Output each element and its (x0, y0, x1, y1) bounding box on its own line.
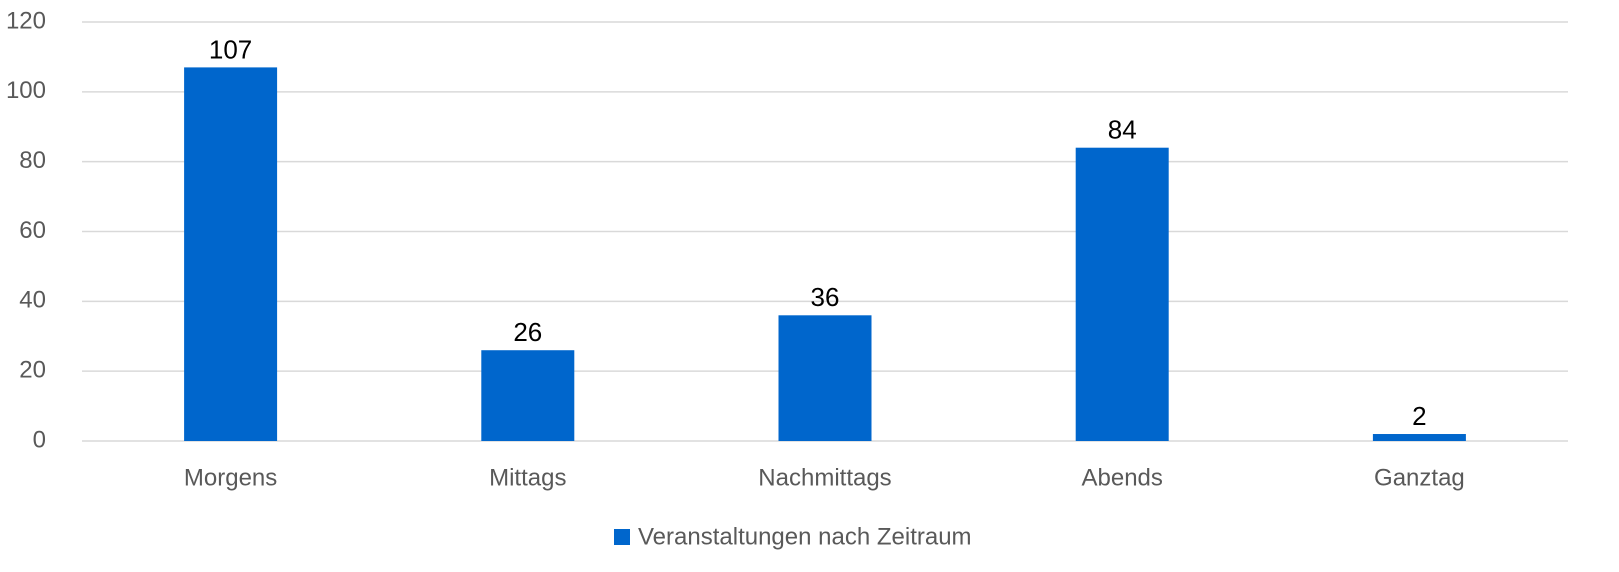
bar (778, 315, 872, 441)
y-tick-label: 40 (19, 287, 46, 314)
bar (481, 350, 575, 441)
data-label: 2 (1412, 401, 1426, 431)
bar (1372, 434, 1466, 441)
data-label: 36 (811, 282, 840, 312)
legend-swatch (614, 529, 630, 545)
bar (184, 67, 278, 442)
y-tick-label: 100 (6, 77, 46, 104)
y-tick-label: 80 (19, 147, 46, 174)
x-tick-label: Nachmittags (758, 464, 891, 491)
data-label: 26 (513, 317, 542, 347)
x-tick-label: Morgens (184, 464, 277, 491)
x-tick-label: Abends (1081, 464, 1162, 491)
y-tick-label: 60 (19, 217, 46, 244)
data-label: 107 (209, 34, 252, 64)
x-tick-label: Ganztag (1374, 464, 1465, 491)
data-label: 84 (1108, 115, 1137, 145)
bar (1075, 147, 1169, 441)
y-tick-label: 120 (6, 7, 46, 34)
x-tick-label: Mittags (489, 464, 566, 491)
y-tick-label: 0 (33, 426, 46, 453)
y-tick-label: 20 (19, 357, 46, 384)
legend-label: Veranstaltungen nach Zeitraum (638, 523, 972, 550)
